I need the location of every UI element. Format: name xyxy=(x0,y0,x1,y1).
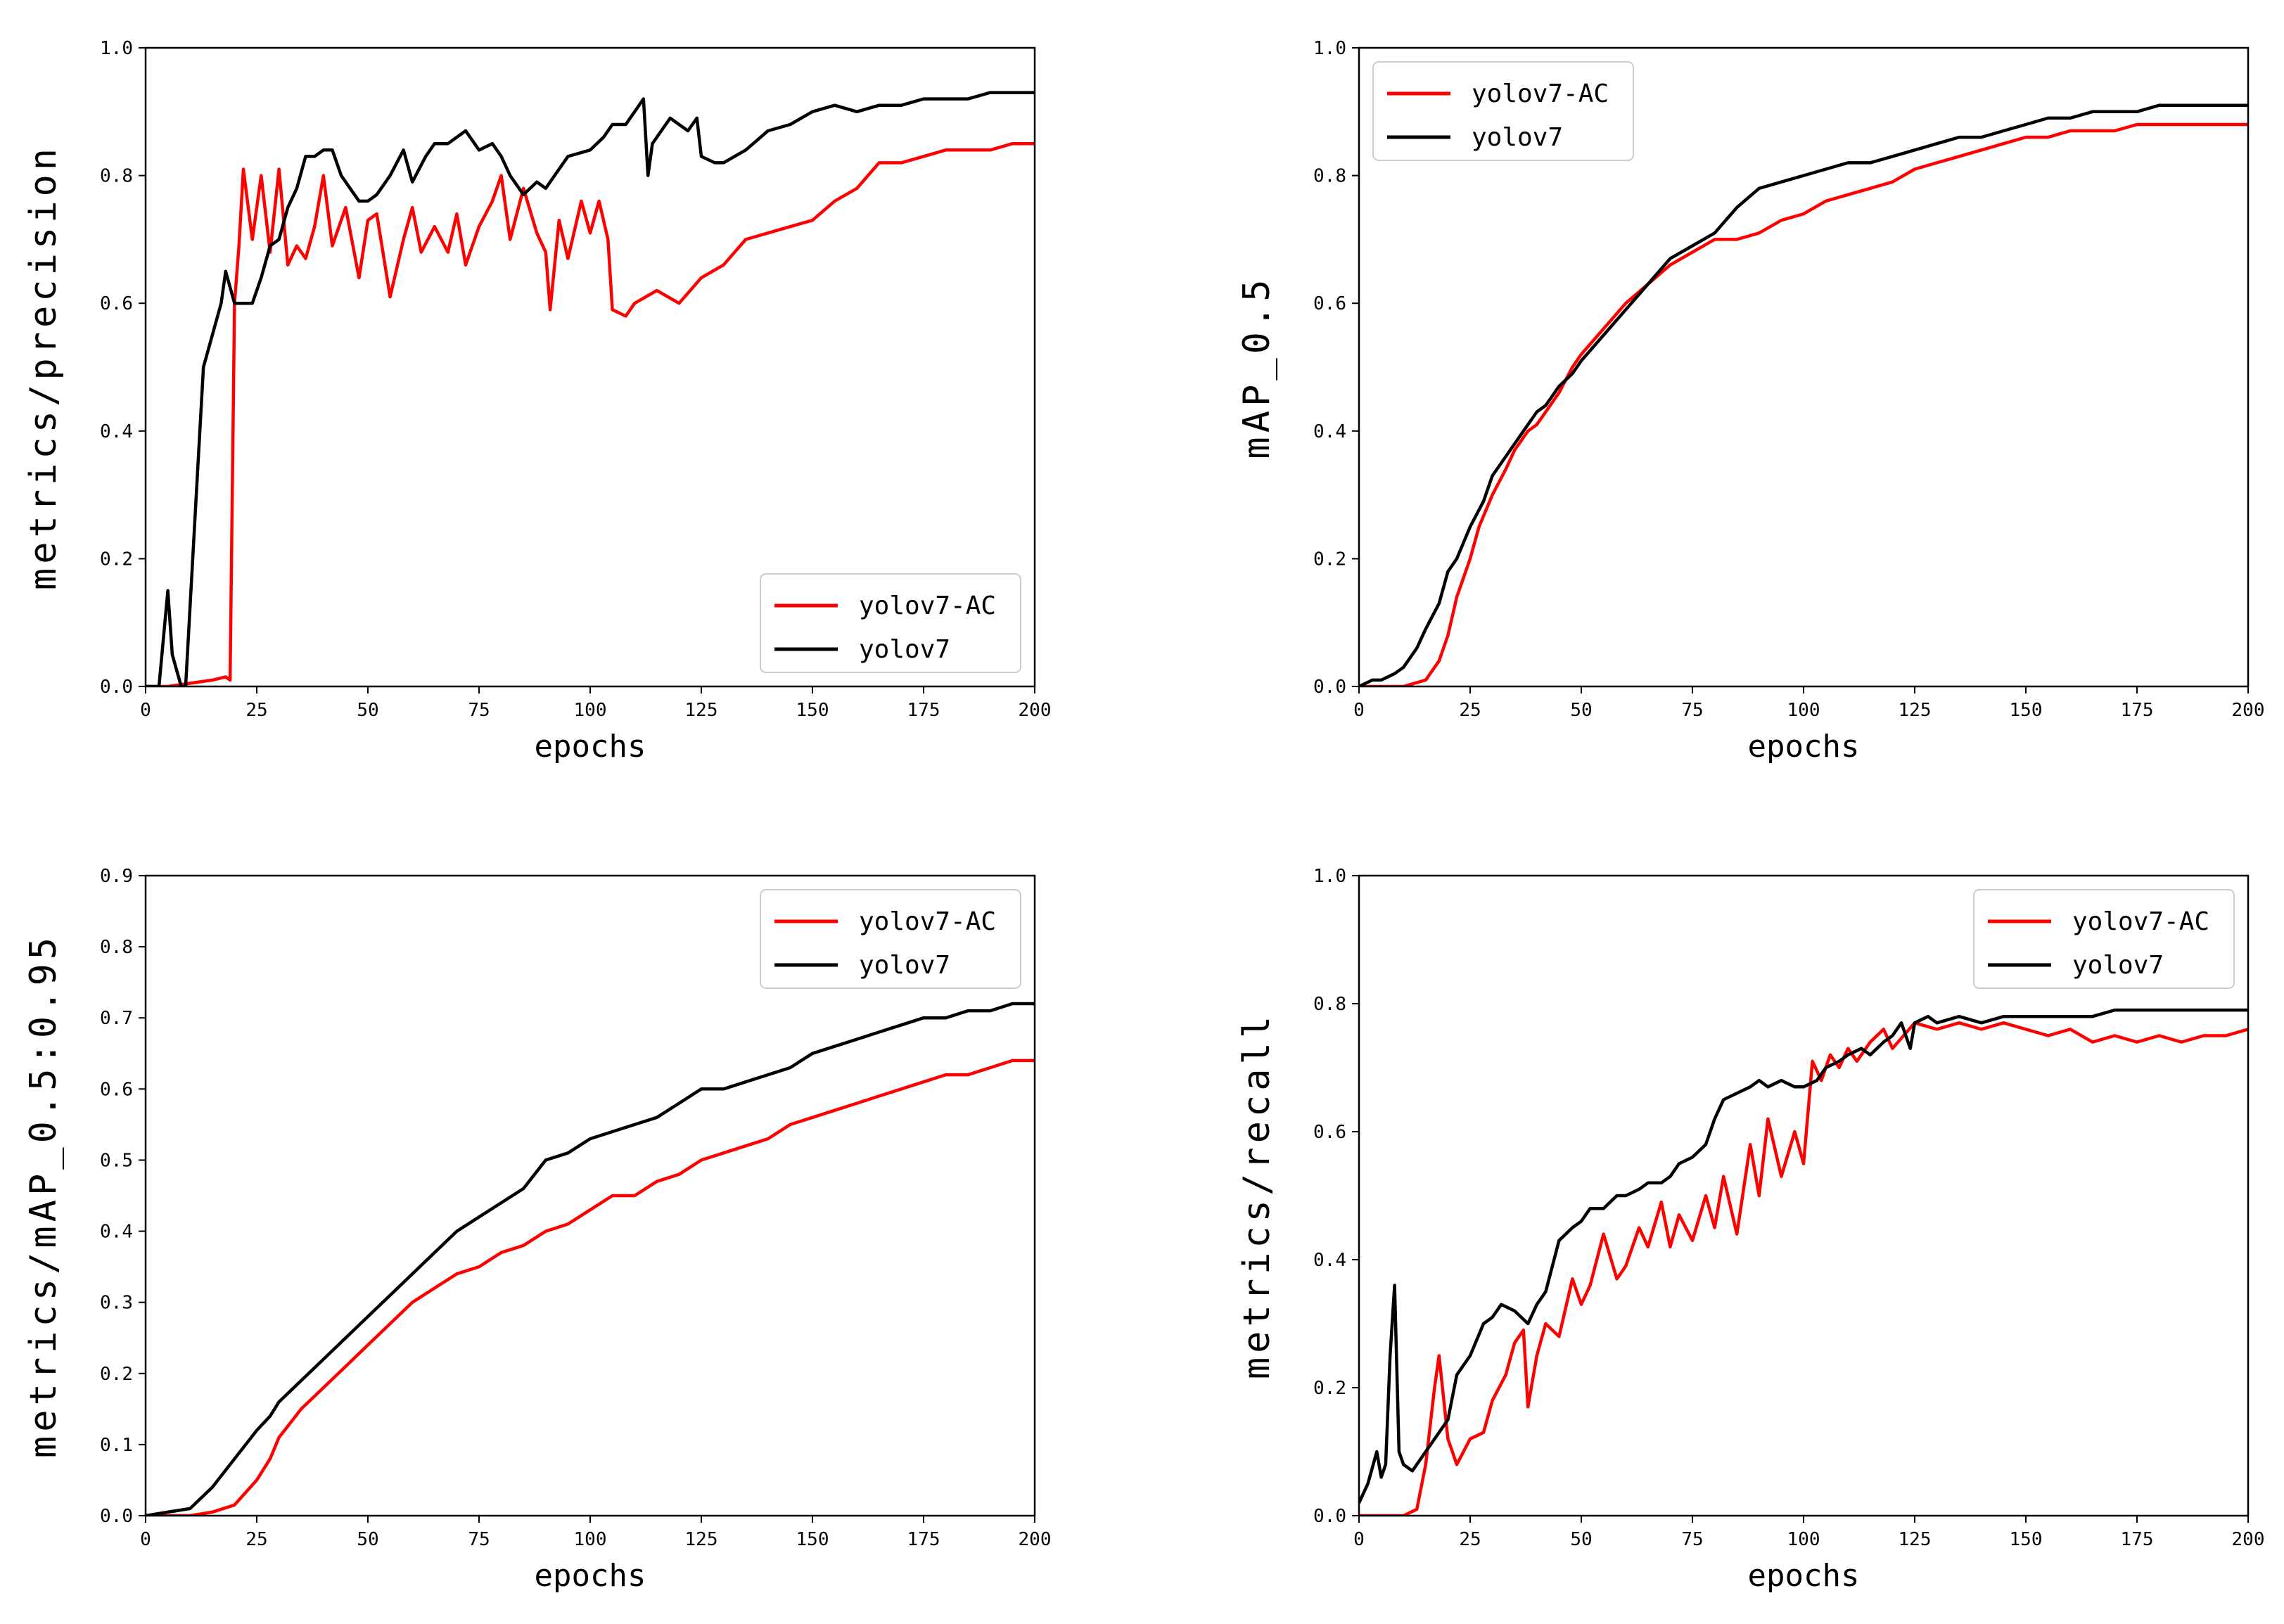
y-tick-label: 0.8 xyxy=(100,166,133,187)
y-tick-label: 0.4 xyxy=(100,1222,133,1243)
x-tick-label: 0 xyxy=(140,1529,151,1550)
x-tick-label: 50 xyxy=(1570,1529,1592,1550)
legend: yolov7-AC yolov7 xyxy=(1973,889,2235,989)
x-tick-label: 25 xyxy=(245,700,267,721)
x-tick-label: 175 xyxy=(2121,1529,2154,1550)
y-tick-label: 0.6 xyxy=(100,1079,133,1100)
y-tick-label: 0.4 xyxy=(100,421,133,442)
x-tick-label: 175 xyxy=(907,700,940,721)
x-tick-label: 200 xyxy=(2232,700,2265,721)
x-tick-label: 150 xyxy=(796,1529,829,1550)
x-tick-label: 50 xyxy=(357,1529,378,1550)
y-tick-label: 1.0 xyxy=(100,38,133,59)
x-tick-label: 75 xyxy=(1681,700,1703,721)
y-tick-label: 0.8 xyxy=(100,937,133,958)
chart-panel-bottom-right: 0 25 50 75 100 125 150 175 200 0.0 0.2 0.4 0.6 0.8 1.0… xyxy=(1236,866,2264,1594)
x-tick-label: 100 xyxy=(1787,700,1820,721)
y-tick-label: 0.4 xyxy=(1313,421,1346,442)
series-line-yolov7 xyxy=(1359,1008,2248,1504)
x-tick-label: 200 xyxy=(1019,700,1052,721)
chart-panel-top-left: 0 25 50 75 100 125 150 175 200 0.0 0.2 0.4 0.6 0.8 1.0… xyxy=(23,38,1051,765)
legend-label-yolov7-AC: yolov7-AC xyxy=(859,592,996,620)
legend-label-yolov7: yolov7 xyxy=(2072,951,2164,980)
y-tick-label: 0.8 xyxy=(1313,166,1346,187)
series-line-yolov7-AC xyxy=(146,1059,1035,1516)
x-tick-label: 0 xyxy=(140,700,151,721)
y-tick-label: 0.2 xyxy=(1313,549,1346,570)
series-line-yolov7-AC xyxy=(1359,122,2248,686)
y-axis-label: metrics/mAP_0.5:0.95 xyxy=(23,933,65,1458)
x-axis-label: epochs xyxy=(1748,1558,1860,1594)
series-line-yolov7-AC xyxy=(146,141,1035,686)
y-tick-label: 0.6 xyxy=(1313,293,1346,314)
x-axis-label: epochs xyxy=(535,1558,646,1594)
legend-label-yolov7-AC: yolov7-AC xyxy=(2072,907,2209,936)
x-tick-label: 0 xyxy=(1353,1529,1365,1550)
legend-label-yolov7: yolov7 xyxy=(1472,123,1563,152)
x-tick-label: 0 xyxy=(1353,700,1365,721)
x-tick-label: 150 xyxy=(796,700,829,721)
y-tick-label: 1.0 xyxy=(1313,866,1346,887)
y-axis-label: mAP_0.5 xyxy=(1236,275,1278,459)
y-tick-label: 0.7 xyxy=(100,1008,133,1029)
y-tick-label: 0.2 xyxy=(100,549,133,570)
y-axis-label: metrics/recall xyxy=(1236,1012,1278,1379)
x-axis-label: epochs xyxy=(535,729,646,765)
series-line-yolov7 xyxy=(146,91,1035,686)
x-tick-label: 25 xyxy=(1459,700,1481,721)
legend: yolov7-AC yolov7 xyxy=(1372,61,1634,161)
x-tick-label: 75 xyxy=(468,1529,490,1550)
y-tick-label: 0.5 xyxy=(100,1150,133,1171)
x-tick-label: 50 xyxy=(357,700,378,721)
chart-panel-bottom-left: 0 25 50 75 100 125 150 175 200 0.0 0.1 0.2 0.3 0.4 0.5… xyxy=(23,866,1051,1594)
y-tick-label: 0.4 xyxy=(1313,1250,1346,1271)
x-tick-label: 125 xyxy=(685,700,718,721)
x-tick-label: 50 xyxy=(1570,700,1592,721)
legend-label-yolov7-AC: yolov7-AC xyxy=(1472,79,1609,108)
y-tick-label: 0.1 xyxy=(100,1435,133,1456)
x-tick-label: 175 xyxy=(907,1529,940,1550)
x-tick-label: 25 xyxy=(245,1529,267,1550)
x-tick-label: 150 xyxy=(2010,700,2043,721)
legend: yolov7-AC yolov7 xyxy=(760,573,1021,673)
y-tick-label: 0.0 xyxy=(1313,677,1346,698)
x-tick-label: 125 xyxy=(1899,1529,1932,1550)
x-tick-label: 150 xyxy=(2010,1529,2043,1550)
x-tick-label: 100 xyxy=(1787,1529,1820,1550)
y-tick-label: 0.6 xyxy=(100,293,133,314)
y-tick-label: 0.0 xyxy=(100,677,133,698)
y-tick-label: 0.2 xyxy=(100,1364,133,1385)
series-line-yolov7 xyxy=(146,1002,1035,1516)
x-tick-label: 200 xyxy=(2232,1529,2265,1550)
x-tick-label: 100 xyxy=(574,700,607,721)
y-tick-label: 0.3 xyxy=(100,1293,133,1314)
legend: yolov7-AC yolov7 xyxy=(760,889,1021,989)
y-tick-label: 0.9 xyxy=(100,866,133,887)
y-tick-label: 0.8 xyxy=(1313,994,1346,1015)
y-axis-label: metrics/precision xyxy=(23,144,65,590)
x-tick-label: 75 xyxy=(1681,1529,1703,1550)
x-axis-label: epochs xyxy=(1748,729,1860,765)
x-tick-label: 200 xyxy=(1019,1529,1052,1550)
y-tick-label: 0.0 xyxy=(1313,1506,1346,1527)
chart-panel-top-right: 0 25 50 75 100 125 150 175 200 0.0 0.2 0.4 0.6 0.8 1.0… xyxy=(1236,38,2264,765)
y-tick-label: 0.6 xyxy=(1313,1122,1346,1143)
legend-label-yolov7: yolov7 xyxy=(859,635,950,664)
series-line-yolov7-AC xyxy=(1359,1021,2248,1516)
y-tick-label: 1.0 xyxy=(1313,38,1346,59)
x-tick-label: 175 xyxy=(2121,700,2154,721)
x-tick-label: 125 xyxy=(685,1529,718,1550)
x-tick-label: 100 xyxy=(574,1529,607,1550)
series-line-yolov7 xyxy=(1359,103,2248,686)
x-tick-label: 25 xyxy=(1459,1529,1481,1550)
y-tick-label: 0.0 xyxy=(100,1506,133,1527)
y-tick-label: 0.2 xyxy=(1313,1378,1346,1399)
legend-label-yolov7-AC: yolov7-AC xyxy=(859,907,996,936)
legend-label-yolov7: yolov7 xyxy=(859,951,950,980)
x-tick-label: 75 xyxy=(468,700,490,721)
x-tick-label: 125 xyxy=(1899,700,1932,721)
